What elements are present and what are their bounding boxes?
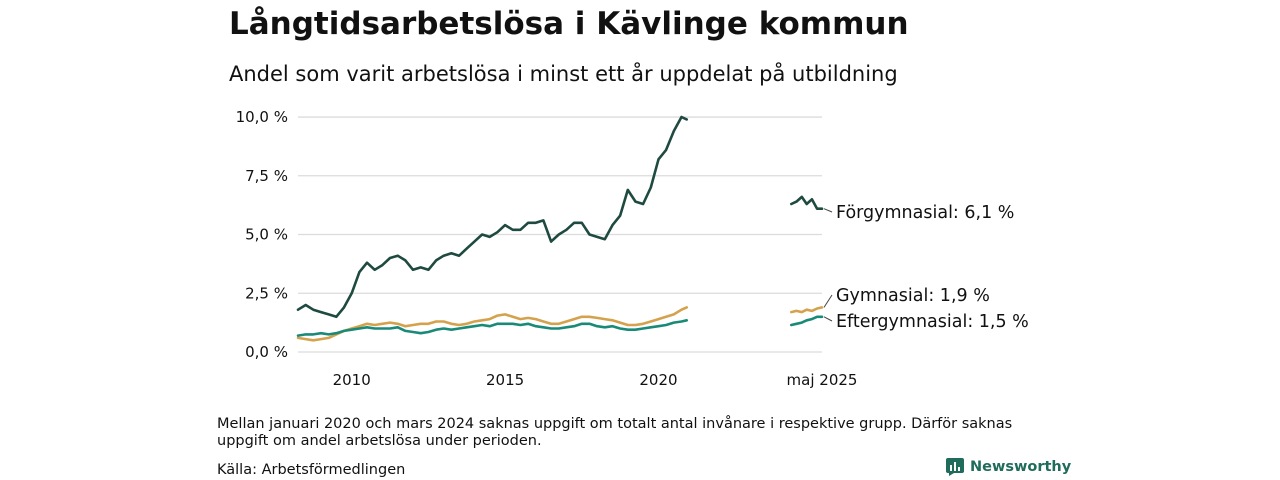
footnote: Mellan januari 2020 och mars 2024 saknas… [217, 416, 1013, 449]
series-line-gymnasial [790, 306, 824, 314]
line-chart: 0,0 % 2,5 % 5,0 % 7,5 % 10,0 % 2010 2015 2020 ma… [236, 108, 1029, 389]
chart-subtitle: Andel som varit arbetslösa i minst ett å… [229, 62, 898, 86]
series-line-förgymnasial [296, 115, 688, 319]
x-tick-label: 2020 [639, 371, 677, 389]
label-leader-line [823, 316, 833, 322]
chart-title: Långtidsarbetslösa i Kävlinge kommun [229, 6, 909, 42]
y-tick-label: 0,0 % [245, 343, 288, 361]
y-tick-label: 2,5 % [245, 284, 288, 302]
series-line-förgymnasial [790, 195, 824, 210]
x-tick-label: 2010 [333, 371, 371, 389]
y-tick-label: 10,0 % [236, 108, 288, 126]
series-end-label: Förgymnasial: 6,1 % [836, 203, 1014, 223]
source-text: Källa: Arbetsförmedlingen [217, 462, 406, 478]
series-end-label: Gymnasial: 1,9 % [836, 286, 990, 306]
y-tick-label: 7,5 % [245, 167, 288, 185]
bar-chart-logo-icon [946, 458, 964, 476]
label-leader-line [823, 294, 833, 308]
series-line-gymnasial [296, 306, 688, 342]
series-line-eftergymnasial [790, 315, 824, 327]
x-tick-label: 2015 [486, 371, 524, 389]
y-tick-label: 5,0 % [245, 226, 288, 244]
series-end-label: Eftergymnasial: 1,5 % [836, 312, 1029, 332]
brand-name: Newsworthy [970, 459, 1072, 475]
x-tick-label: maj 2025 [787, 371, 858, 389]
brand-logo: Newsworthy [946, 458, 1071, 476]
series-line-eftergymnasial [296, 319, 688, 337]
label-leader-line [823, 208, 833, 213]
